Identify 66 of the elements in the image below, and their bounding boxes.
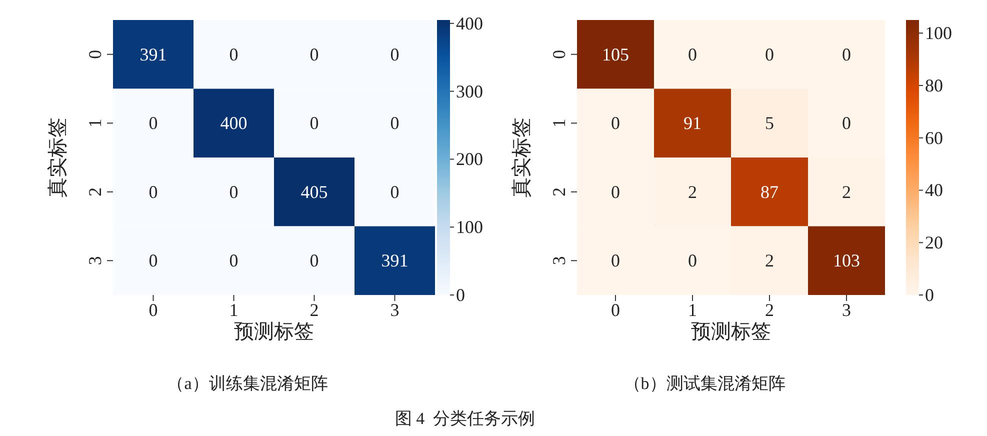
data-label: 0 (842, 113, 851, 134)
color-bar-label: 0 (925, 285, 934, 305)
data-label: 405 (300, 182, 328, 202)
data-label: 0 (148, 182, 158, 202)
color-bar-label: 60 (925, 128, 943, 148)
data-label: 0 (310, 44, 319, 64)
y-tick-label: 2 (549, 187, 569, 196)
color-bar-label: 20 (925, 232, 943, 253)
y-tick-label: 2 (85, 187, 105, 196)
color-bar-label: 80 (925, 75, 943, 96)
data-label: 0 (310, 250, 319, 271)
data-label: 0 (229, 250, 238, 271)
data-label: 105 (602, 44, 629, 64)
data-label: 0 (611, 182, 620, 202)
data-label: 5 (765, 113, 774, 134)
x-tick-label: 2 (310, 300, 319, 320)
data-label: 103 (833, 250, 860, 271)
data-label: 87 (760, 182, 778, 202)
x-tick-label: 3 (842, 300, 851, 320)
x-tick-label: 1 (229, 300, 238, 320)
data-label: 0 (688, 44, 697, 64)
data-label: 0 (611, 113, 620, 134)
data-label: 0 (842, 44, 851, 64)
color-bar-label: 100 (456, 217, 483, 238)
data-label: 2 (765, 250, 774, 271)
y-tick-label: 3 (549, 256, 569, 266)
x-tick-label: 0 (611, 300, 620, 320)
y-tick-label: 1 (549, 118, 569, 128)
color-bar-label: 40 (925, 180, 943, 200)
caption: 图 4 分类任务示例 (394, 408, 536, 430)
data-label: 0 (148, 113, 158, 134)
text: （a）训练集混淆矩阵 (166, 373, 329, 395)
data-label: 2 (688, 182, 697, 202)
data-label: 2 (842, 182, 851, 202)
data-label: 391 (381, 250, 408, 271)
color-bar-label: 200 (456, 149, 483, 170)
data-label: 0 (390, 113, 400, 134)
y-axis-title: 真实标签 (47, 118, 70, 198)
data-label: 91 (684, 113, 702, 134)
x-tick-label: 2 (765, 300, 774, 320)
y-tick-label: 0 (85, 50, 105, 59)
y-axis-title: 真实标签 (511, 118, 534, 198)
x-axis-title: 预测标签 (233, 320, 315, 345)
color-bar-label: 0 (456, 285, 465, 305)
x-tick-label: 0 (148, 300, 158, 320)
text: （b）测试集混淆矩阵 (622, 373, 786, 395)
data-label: 0 (310, 113, 319, 134)
color-bar-label: 400 (456, 13, 483, 34)
data-label: 0 (390, 182, 400, 202)
data-label: 0 (229, 182, 238, 202)
x-tick-label: 1 (688, 300, 697, 320)
y-tick-label: 3 (85, 256, 105, 266)
data-label: 391 (140, 44, 167, 64)
y-tick-label: 1 (85, 118, 105, 128)
data-label: 0 (765, 44, 774, 64)
x-axis-title: 预测标签 (690, 320, 772, 345)
x-tick-label: 3 (390, 300, 400, 320)
color-bar-label: 300 (456, 81, 483, 102)
y-tick-label: 0 (549, 50, 569, 59)
data-label: 400 (220, 113, 248, 134)
data-label: 0 (611, 250, 620, 271)
data-label: 0 (148, 250, 158, 271)
color-bar-label: 100 (925, 23, 952, 44)
data-label: 0 (229, 44, 238, 64)
data-label: 0 (390, 44, 400, 64)
data-label: 0 (688, 250, 697, 271)
